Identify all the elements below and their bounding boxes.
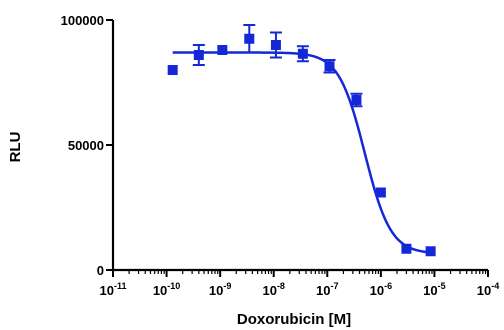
x-tick-exponent: -11 [114,281,127,291]
x-tick-exponent: -8 [277,281,285,291]
labels-layer: 10-11 10-10 10-9 10-8 10-7 10-6 10-5 10-4050000… [61,13,500,298]
x-tick-base: 10 [153,283,167,298]
data-point [425,246,436,257]
data-point [244,33,255,44]
data-point [270,40,281,50]
x-tick-label: 10-11 [100,281,127,298]
data-point [351,95,362,105]
x-tick-label: 10-9 [209,281,231,298]
x-tick-exponent: -4 [491,281,499,291]
x-tick-exponent: -5 [438,281,446,291]
data-point [217,45,228,55]
x-tick-base: 10 [209,283,223,298]
x-tick-base: 10 [423,283,437,298]
data-point [167,65,178,75]
data-point [401,243,412,254]
x-tick-exponent: -6 [384,281,392,291]
x-tick-label: 10-6 [370,281,392,298]
x-tick-exponent: -7 [331,281,339,291]
x-tick-label: 10-4 [477,281,499,298]
y-tick-label: 0 [97,263,104,278]
fit-curve-layer [172,51,431,254]
y-tick-label: 50000 [68,138,104,153]
axes [106,19,489,277]
data-points-layer [167,24,436,257]
x-tick-label: 10-7 [316,281,338,298]
x-tick-label: 10-5 [423,281,445,298]
x-axis-title: Doxorubicin [M] [237,311,351,328]
data-point [375,187,386,198]
y-axis-title: RLU [7,132,24,163]
fit-curve [172,51,431,254]
x-tick-base: 10 [262,283,276,298]
data-point [324,61,335,72]
x-tick-label: 10-8 [262,281,284,298]
x-tick-exponent: -10 [167,281,180,291]
x-tick-base: 10 [370,283,384,298]
x-tick-exponent: -9 [223,281,231,291]
x-tick-base: 10 [477,283,491,298]
x-tick-base: 10 [316,283,330,298]
x-tick-label: 10-10 [153,281,180,298]
data-point [297,48,308,59]
x-tick-base: 10 [100,283,114,298]
y-tick-label: 100000 [61,13,104,28]
data-point [193,50,204,60]
